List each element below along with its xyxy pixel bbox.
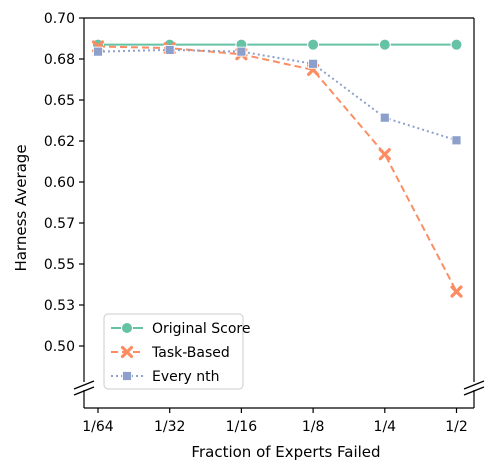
y-tick-label: 0.68 (44, 52, 75, 68)
y-tick-label: 0.57 (44, 216, 75, 232)
y-tick-label: 0.70 (44, 11, 75, 27)
data-point (450, 285, 463, 298)
y-tick-label: 0.50 (44, 339, 75, 355)
series-line (97, 45, 458, 293)
legend-entry: Original Score (111, 321, 250, 337)
y-tick-label: 0.53 (44, 298, 75, 314)
legend-entry: Task-Based (111, 345, 230, 361)
legend-box (103, 313, 244, 390)
x-tick-label: 1/8 (302, 419, 325, 435)
legend: Original Score Task-Based Every nth (103, 313, 250, 390)
y-axis-label: Harness Average (12, 144, 30, 271)
data-point (307, 38, 320, 51)
x-tick-label: 1/32 (154, 419, 185, 435)
legend-marker (121, 322, 133, 334)
data-point (451, 135, 462, 146)
series-every-nth (93, 45, 462, 146)
y-tick-label: 0.55 (44, 257, 75, 273)
legend-label: Task-Based (151, 345, 230, 361)
x-tick-label: 1/2 (445, 419, 468, 435)
axes: 0.50 0.53 0.55 0.57 0.60 0.62 0.65 0.68 0.70 1/64… (44, 11, 485, 435)
x-tick-label: 1/4 (374, 419, 397, 435)
x-axis-label: Fraction of Experts Failed (191, 443, 380, 461)
x-tick-label: 1/16 (226, 419, 258, 435)
plot-area (91, 38, 463, 298)
y-tick-label: 0.60 (44, 175, 75, 191)
y-tick-label: 0.62 (44, 134, 75, 150)
legend-label: Every nth (152, 369, 219, 385)
y-tick-label: 0.65 (44, 93, 75, 109)
data-point (236, 46, 247, 57)
data-point (379, 112, 390, 123)
axis-break-mark (463, 380, 485, 390)
legend-marker (120, 345, 134, 359)
data-point (93, 46, 103, 57)
legend-label: Original Score (152, 321, 250, 337)
data-point (308, 58, 319, 69)
x-tick-label: 1/64 (82, 419, 114, 435)
legend-entry: Every nth (111, 369, 219, 385)
data-point (450, 38, 463, 51)
series-task-based (91, 40, 463, 298)
data-point (378, 38, 391, 51)
series-line (97, 48, 457, 142)
data-point (164, 45, 175, 55)
axis-break-mark (463, 386, 485, 396)
legend-marker (122, 371, 132, 381)
axis-break-mark (73, 386, 95, 396)
axis-break-mark (73, 380, 95, 390)
data-point (378, 148, 391, 161)
